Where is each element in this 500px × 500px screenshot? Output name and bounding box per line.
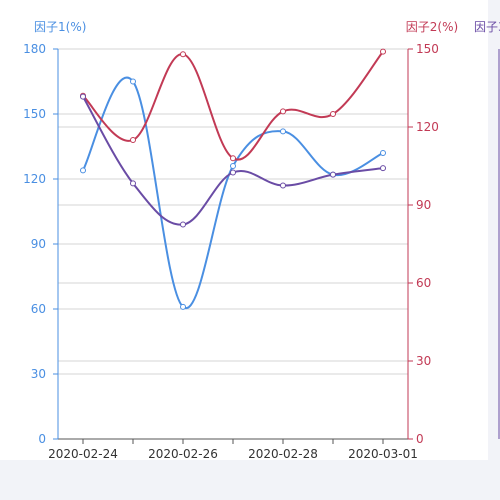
x-tick-label: 2020-03-01 — [348, 447, 418, 461]
right-tick-label: 60 — [416, 276, 431, 290]
data-point — [380, 48, 386, 55]
data-point — [130, 180, 136, 187]
left-tick-label: 180 — [23, 42, 46, 56]
series-line-2 — [82, 50, 384, 161]
right-tick-label: 0 — [416, 432, 424, 446]
series-line-1 — [82, 76, 384, 310]
right-tick-label: 120 — [416, 120, 439, 134]
chart-card — [0, 0, 488, 460]
x-tick-label: 2020-02-26 — [148, 447, 218, 461]
x-tick-label: 2020-02-24 — [48, 447, 118, 461]
series-lines — [82, 50, 384, 310]
data-point — [230, 163, 236, 169]
data-point — [280, 108, 286, 115]
data-point — [80, 167, 86, 174]
left-tick-label: 0 — [38, 432, 46, 446]
axis-labels: 0 30 60 90 120 150 180 因子1(%) 0 30 60 90 120 150 因子2(%… — [23, 20, 500, 461]
data-point — [130, 78, 136, 85]
data-point — [180, 221, 186, 228]
x-tick-label: 2020-02-28 — [248, 447, 318, 461]
left-axis-title: 因子1(%) — [34, 20, 86, 34]
data-point — [230, 155, 236, 162]
left-tick-label: 90 — [31, 237, 46, 251]
right-tick-label: 30 — [416, 354, 431, 368]
data-point — [230, 169, 236, 176]
right-axis-title: 因子2(%) — [406, 20, 458, 34]
left-tick-label: 120 — [23, 172, 46, 186]
series-points — [80, 48, 386, 310]
right-tick-label: 150 — [416, 42, 439, 56]
axes — [53, 48, 500, 444]
data-point — [80, 93, 86, 100]
grid-lines — [58, 48, 408, 375]
left-tick-label: 150 — [23, 107, 46, 121]
data-point — [380, 150, 386, 156]
data-point — [180, 51, 186, 58]
data-point — [280, 128, 286, 135]
left-tick-label: 60 — [31, 302, 46, 316]
data-point — [380, 165, 386, 172]
outer-axis-title: 因子3 — [474, 20, 500, 34]
data-point — [330, 111, 336, 117]
right-tick-label: 90 — [416, 198, 431, 212]
data-point — [280, 182, 286, 189]
data-point — [330, 171, 336, 178]
data-point — [130, 137, 136, 143]
data-point — [180, 303, 186, 310]
left-tick-label: 30 — [31, 367, 46, 381]
